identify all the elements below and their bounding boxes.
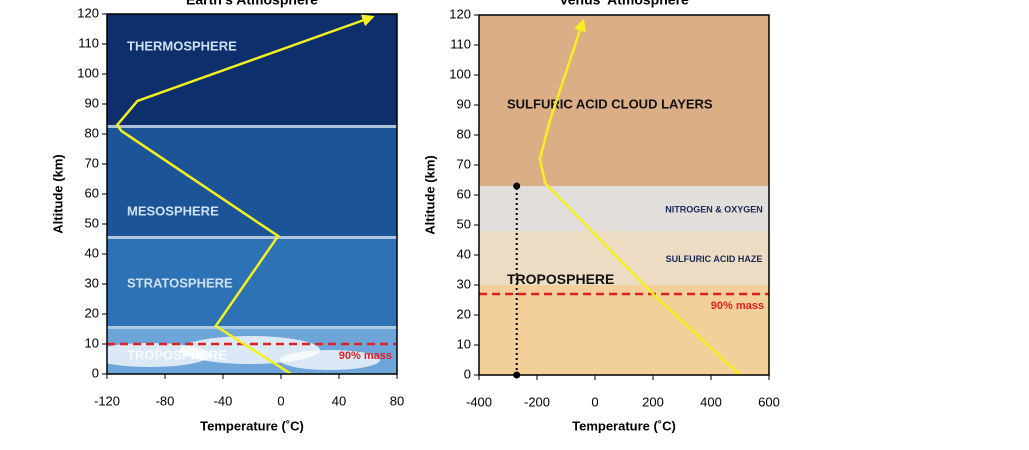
chart-title: Earth's Atmosphere [186,0,318,8]
layer-label: SULFURIC ACID HAZE [666,254,763,264]
y-tick-label: 100 [77,65,99,80]
y-tick-label: 50 [85,215,99,230]
layer-band [107,14,397,128]
y-tick-label: 100 [449,66,471,81]
layer-label: MESOSPHERE [127,203,219,218]
x-axis-label: Temperature (˚C) [200,418,304,433]
y-tick-label: 30 [85,275,99,290]
mass-label: 90% mass [339,350,392,362]
y-tick-label: 0 [92,365,99,380]
y-tick-label: 90 [85,95,99,110]
marker-dot [513,182,521,190]
y-tick-label: 70 [85,155,99,170]
layer-band [479,15,769,186]
y-tick-label: 30 [457,276,471,291]
temperature-line [115,14,375,376]
y-tick-label: 10 [457,336,471,351]
layer-band [479,285,769,375]
y-tick-label: 110 [450,36,471,51]
layer-band [479,231,769,285]
x-tick-label: 0 [277,393,284,408]
layer-band [479,186,769,231]
y-tick-label: 80 [85,125,99,140]
y-tick-label: 60 [457,186,471,201]
x-axis-label: Temperature (˚C) [572,418,676,433]
mass-label: 90% mass [711,300,764,312]
x-tick-label: 600 [758,394,780,409]
layer-band [107,239,397,329]
chart-title: Venus' Atmosphere [559,0,689,8]
x-tick-label: 0 [591,394,598,409]
cloud [90,343,210,367]
x-tick-label: 40 [332,393,346,408]
y-tick-label: 50 [457,216,471,231]
cloud [280,350,380,370]
x-tick-label: -400 [466,394,492,409]
x-tick-label: 80 [390,393,404,408]
y-axis-label: Altitude (km) [50,154,65,233]
y-axis-label: Altitude (km) [422,155,437,234]
y-tick-label: 120 [449,6,471,21]
layer-band [107,128,397,239]
layer-label: THERMOSPHERE [127,38,237,53]
y-tick-label: 70 [457,156,471,171]
layer-label: TROPOSPHERE [507,271,614,287]
chart: THERMOSPHEREMESOSPHERESTRATOSPHERETROPOS… [50,0,404,433]
y-tick-label: 10 [85,335,99,350]
x-tick-label: 400 [700,394,722,409]
chart: SULFURIC ACID CLOUD LAYERS NITROGEN & OXY… [422,0,779,433]
x-tick-label: 200 [642,394,664,409]
y-tick-label: 40 [85,245,99,260]
y-tick-label: 120 [77,5,99,20]
layer-label: STRATOSPHERE [127,275,233,290]
y-tick-label: 60 [85,185,99,200]
y-tick-label: 20 [85,305,99,320]
y-tick-label: 40 [457,246,471,261]
y-tick-label: 20 [457,306,471,321]
layer-label: SULFURIC ACID CLOUD LAYERS [507,96,713,111]
x-tick-label: -120 [94,393,120,408]
y-tick-label: 110 [78,35,99,50]
x-tick-label: -40 [214,393,233,408]
x-tick-label: -80 [156,393,175,408]
y-tick-label: 90 [457,96,471,111]
layer-label: NITROGEN & OXYGEN [665,204,763,214]
temperature-line [538,18,741,376]
x-tick-label: -200 [524,394,550,409]
y-tick-label: 0 [464,366,471,381]
y-tick-label: 80 [457,126,471,141]
